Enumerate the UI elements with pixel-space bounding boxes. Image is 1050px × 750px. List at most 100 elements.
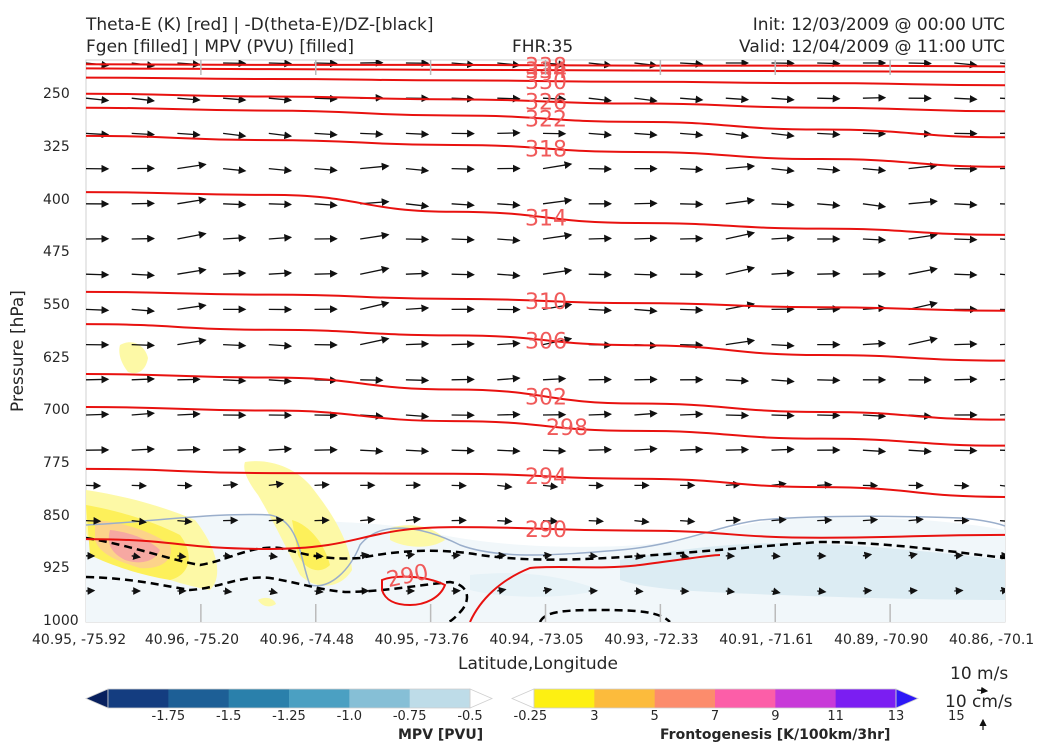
wind-vector [771, 269, 795, 278]
wind-vector [725, 197, 756, 205]
wind-vector [405, 340, 430, 348]
colorbar-segment [775, 689, 837, 708]
wind-vector [360, 551, 370, 560]
theta-e-label: 314 [525, 206, 567, 231]
wind-vector [177, 130, 201, 139]
wind-vector [131, 130, 155, 139]
wind-vector [634, 234, 658, 243]
theta-e-label: 318 [525, 138, 567, 163]
x-tick-label: 40.89, -70.90 [834, 632, 929, 648]
wind-vector [451, 235, 475, 244]
wind-vector [131, 552, 141, 560]
theta-e-contour [86, 76, 1005, 87]
wind-vector [131, 375, 155, 384]
wind-vector [771, 377, 795, 385]
theta-e-label: 306 [525, 329, 567, 354]
y-axis-title: Pressure [hPa] [8, 290, 28, 412]
theta-e-contour-290-loop [381, 575, 447, 607]
wind-vector [999, 519, 1005, 522]
y-tick-label: 925 [43, 560, 70, 577]
theta-e-label: 290 [525, 518, 567, 543]
wind-vector [360, 516, 376, 524]
wind-vector [680, 165, 704, 174]
wind-vector [360, 447, 384, 455]
wind-vector [862, 551, 873, 560]
wind-vector [862, 447, 887, 456]
wind-vector [680, 341, 704, 349]
x-tick-label: 40.86, -70.1 [949, 632, 1035, 648]
wind-vector [405, 447, 430, 455]
theta-e-contour [86, 134, 1005, 168]
colorbar-tick-label: -1.75 [151, 709, 186, 724]
wind-vector [771, 587, 781, 596]
theta-e-label: 310 [525, 290, 567, 315]
colorbar-segment [534, 689, 595, 708]
wind-vector [268, 95, 293, 104]
wind-vector [771, 234, 795, 242]
wind-vector [177, 266, 207, 275]
reference-vertical-label: 10 cm/s [945, 692, 1013, 712]
wind-vector [405, 130, 430, 139]
colorbars [84, 688, 920, 709]
theta-e-label: 302 [525, 386, 567, 411]
wind-vector [177, 445, 201, 454]
wind-vector [268, 341, 293, 350]
wind-vector [862, 166, 887, 174]
wind-vector [634, 445, 658, 454]
wind-vector [725, 95, 750, 104]
theta-e-label: 326 [525, 90, 567, 115]
wind-vector [131, 341, 155, 350]
wind-vector [314, 587, 324, 596]
x-tick-label: 40.95, -73.76 [374, 632, 469, 648]
wind-vector [360, 336, 390, 346]
mpv-colorbar-title: MPV [PVU] [398, 727, 484, 743]
wind-vector [999, 414, 1005, 416]
wind-vector [771, 131, 795, 140]
wind-vector [542, 375, 567, 383]
wind-vector [360, 231, 390, 240]
colorbar-tick-label: -1.0 [336, 709, 363, 724]
colorbar-tick-label: -0.5 [457, 709, 483, 724]
colorbar-frame [533, 688, 897, 709]
wind-vector [268, 480, 285, 489]
wind-vector [817, 516, 833, 525]
wind-vector [497, 551, 507, 560]
wind-vector [862, 202, 887, 210]
wind-vector [451, 165, 475, 173]
wind-vector [223, 166, 247, 175]
wind-vector [223, 445, 247, 454]
colorbar-segment [409, 689, 471, 708]
wind-vector [817, 60, 841, 68]
wind-vector [908, 336, 938, 346]
colorbar-tick-label: -0.75 [392, 709, 427, 724]
y-tick-label: 400 [43, 191, 70, 208]
wind-vector [817, 376, 841, 385]
wind-vector [86, 270, 110, 279]
wind-vector [542, 482, 559, 491]
wind-vector [360, 162, 390, 171]
wind-vector [771, 445, 795, 454]
y-tick-label: 1000 [43, 613, 79, 629]
wind-vector [771, 200, 795, 209]
wind-vector [268, 166, 293, 174]
theta-e-label: 294 [525, 465, 567, 490]
wind-vector [817, 165, 841, 174]
wind-vector [634, 517, 650, 526]
y-tick-label: 775 [43, 454, 70, 471]
wind-vector [451, 270, 475, 279]
wind-vector [908, 447, 932, 456]
wind-vector [223, 480, 239, 489]
chart-title-line-1: Theta-E (K) [red] | -D(theta-E)/DZ-[blac… [86, 15, 434, 35]
wind-vector [954, 551, 964, 560]
wind-vector [497, 94, 521, 103]
wind-vector [680, 410, 704, 419]
wind-vector [999, 97, 1005, 100]
wind-vector [405, 304, 430, 313]
y-tick-label: 625 [43, 349, 70, 366]
wind-vector [725, 301, 756, 311]
wind-vector [862, 412, 887, 420]
reference-horizontal-label: 10 m/s [950, 664, 1009, 684]
x-tick-label: 40.91, -71.61 [719, 632, 814, 648]
wind-vector [817, 130, 841, 139]
